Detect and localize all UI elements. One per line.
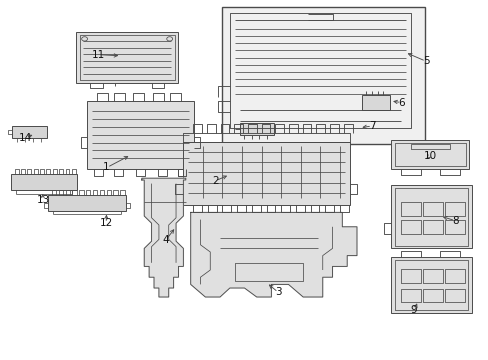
Text: 8: 8 <box>451 216 458 226</box>
Polygon shape <box>142 178 185 297</box>
Text: 3: 3 <box>275 287 282 297</box>
Text: 1: 1 <box>103 162 110 172</box>
Bar <box>48 195 126 211</box>
Bar <box>390 185 471 248</box>
Text: 2: 2 <box>211 176 218 186</box>
Bar <box>390 257 471 313</box>
Bar <box>87 101 193 169</box>
Text: 13: 13 <box>36 195 50 205</box>
Bar <box>239 123 273 135</box>
Bar <box>12 126 47 138</box>
Bar <box>361 95 389 110</box>
Text: 12: 12 <box>100 218 113 228</box>
Text: 6: 6 <box>398 98 405 108</box>
Bar <box>183 142 349 205</box>
Text: 7: 7 <box>368 121 375 131</box>
Bar <box>390 140 468 169</box>
Bar <box>76 32 178 83</box>
Text: 5: 5 <box>422 56 429 66</box>
Text: 4: 4 <box>162 235 168 245</box>
Text: 14: 14 <box>19 132 32 143</box>
Text: 10: 10 <box>423 150 436 161</box>
Bar <box>222 7 425 144</box>
Text: 9: 9 <box>410 305 417 315</box>
Polygon shape <box>190 212 356 297</box>
Text: 11: 11 <box>92 50 105 60</box>
Bar <box>11 174 77 190</box>
